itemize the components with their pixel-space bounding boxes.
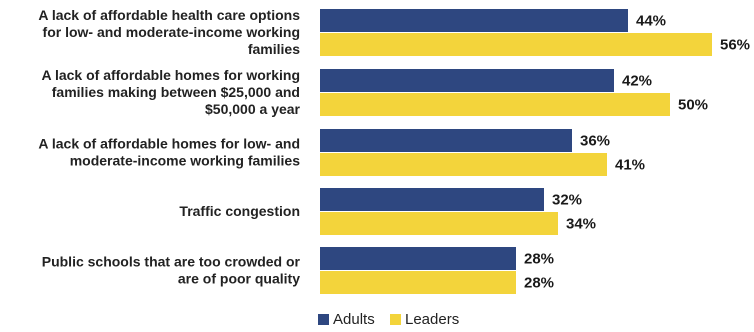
value-label: 32%	[552, 192, 582, 209]
value-label: 36%	[580, 133, 610, 150]
value-label: 50%	[678, 97, 708, 114]
category-label: are of poor quality	[178, 271, 300, 287]
value-label: 44%	[636, 13, 666, 30]
category-label: Traffic congestion	[179, 203, 300, 219]
legend-label-leaders: Leaders	[405, 311, 459, 328]
legend-swatch-leaders	[390, 314, 401, 325]
category-label: A lack of affordable homes for working	[41, 67, 300, 83]
category-label: families	[248, 41, 300, 57]
bar-adults	[320, 69, 614, 92]
category-label: moderate-income working families	[70, 153, 300, 169]
category-label: Public schools that are too crowded or	[42, 254, 301, 270]
category-label: for low- and moderate-income working	[43, 24, 300, 40]
value-label: 42%	[622, 73, 652, 90]
legend-swatch-adults	[318, 314, 329, 325]
category-label: $50,000 a year	[205, 101, 301, 117]
category-label: A lack of affordable homes for low- and	[38, 136, 300, 152]
bar-leaders	[320, 93, 670, 116]
value-label: 41%	[615, 157, 645, 174]
category-labels: A lack of affordable health care options…	[38, 7, 300, 287]
bar-leaders	[320, 212, 558, 235]
bar-adults	[320, 247, 516, 270]
bar-adults	[320, 188, 544, 211]
category-label: A lack of affordable health care options	[38, 7, 300, 23]
legend-label-adults: Adults	[333, 311, 375, 328]
bar-leaders	[320, 271, 516, 294]
bar-leaders	[320, 33, 712, 56]
legend: Adults Leaders	[318, 311, 459, 328]
value-label: 28%	[524, 275, 554, 292]
bar-adults	[320, 9, 628, 32]
value-label: 56%	[720, 37, 750, 54]
bars	[320, 9, 712, 294]
bar-adults	[320, 129, 572, 152]
value-labels: 44% 56% 42% 50% 36% 41% 32% 34% 28% 28%	[524, 13, 750, 292]
value-label: 34%	[566, 216, 596, 233]
category-label: families making between $25,000 and	[52, 84, 300, 100]
bar-leaders	[320, 153, 607, 176]
value-label: 28%	[524, 251, 554, 268]
